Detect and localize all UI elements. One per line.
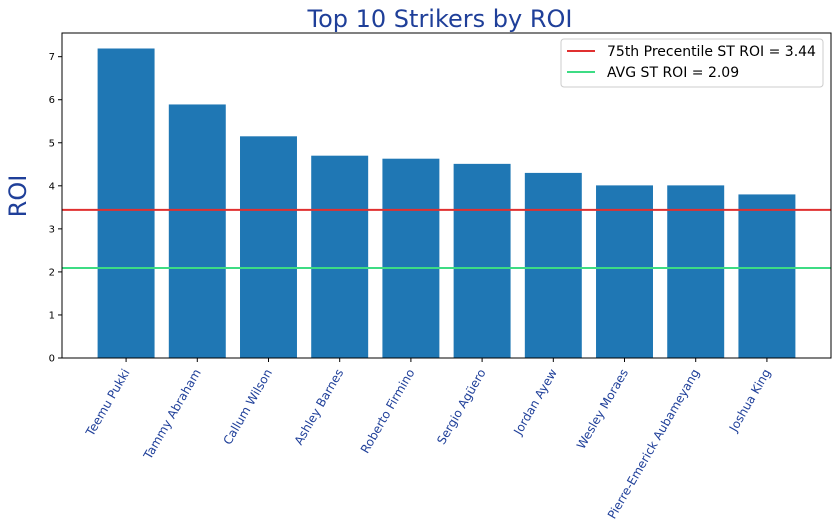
x-tick-label: Joshua King bbox=[726, 367, 774, 435]
x-tick-label: Sergio Agüero bbox=[434, 366, 488, 446]
chart-title: Top 10 Strikers by ROI bbox=[307, 5, 573, 33]
y-axis-label: ROI bbox=[4, 175, 32, 218]
legend: 75th Precentile ST ROI = 3.44 AVG ST ROI … bbox=[560, 38, 824, 88]
x-tick-label: Ashley Barnes bbox=[292, 367, 347, 448]
x-tick-label: Wesley Moraes bbox=[574, 367, 631, 452]
x-tick-label: Teemu Pukki bbox=[83, 367, 133, 440]
y-tick-label: 1 bbox=[49, 310, 55, 321]
y-tick-label: 6 bbox=[49, 95, 55, 106]
bar bbox=[453, 163, 511, 358]
y-axis-ticks: 0 1 2 3 4 5 6 7 bbox=[49, 52, 62, 365]
legend-label: 75th Precentile ST ROI = 3.44 bbox=[607, 44, 816, 60]
bar bbox=[311, 155, 369, 358]
bar bbox=[97, 48, 155, 358]
bar bbox=[596, 185, 653, 358]
x-tick-label: Jordan Ayew bbox=[510, 366, 560, 438]
y-tick-label: 2 bbox=[49, 267, 55, 278]
reference-lines-group bbox=[62, 208, 831, 270]
y-tick-label: 4 bbox=[49, 181, 55, 192]
plot-frame bbox=[61, 32, 832, 359]
x-tick-label: Tammy Abraham bbox=[140, 367, 204, 463]
x-tick-label: Callum Wilson bbox=[220, 367, 275, 448]
y-tick-label: 7 bbox=[49, 52, 55, 63]
legend-box bbox=[560, 38, 824, 88]
bar bbox=[382, 158, 440, 358]
legend-label: AVG ST ROI = 2.09 bbox=[607, 65, 739, 81]
x-axis-ticks: Teemu Pukki Tammy Abraham Callum Wilson Ash… bbox=[83, 358, 774, 521]
bar bbox=[667, 185, 725, 358]
y-tick-label: 5 bbox=[49, 138, 55, 149]
bar bbox=[240, 136, 297, 358]
bar bbox=[168, 104, 226, 358]
bar bbox=[738, 194, 796, 358]
bar bbox=[524, 172, 582, 358]
bars-group bbox=[97, 48, 796, 358]
y-tick-label: 0 bbox=[49, 354, 55, 365]
y-tick-label: 3 bbox=[49, 224, 55, 235]
x-tick-label: Roberto Firmino bbox=[358, 367, 418, 456]
